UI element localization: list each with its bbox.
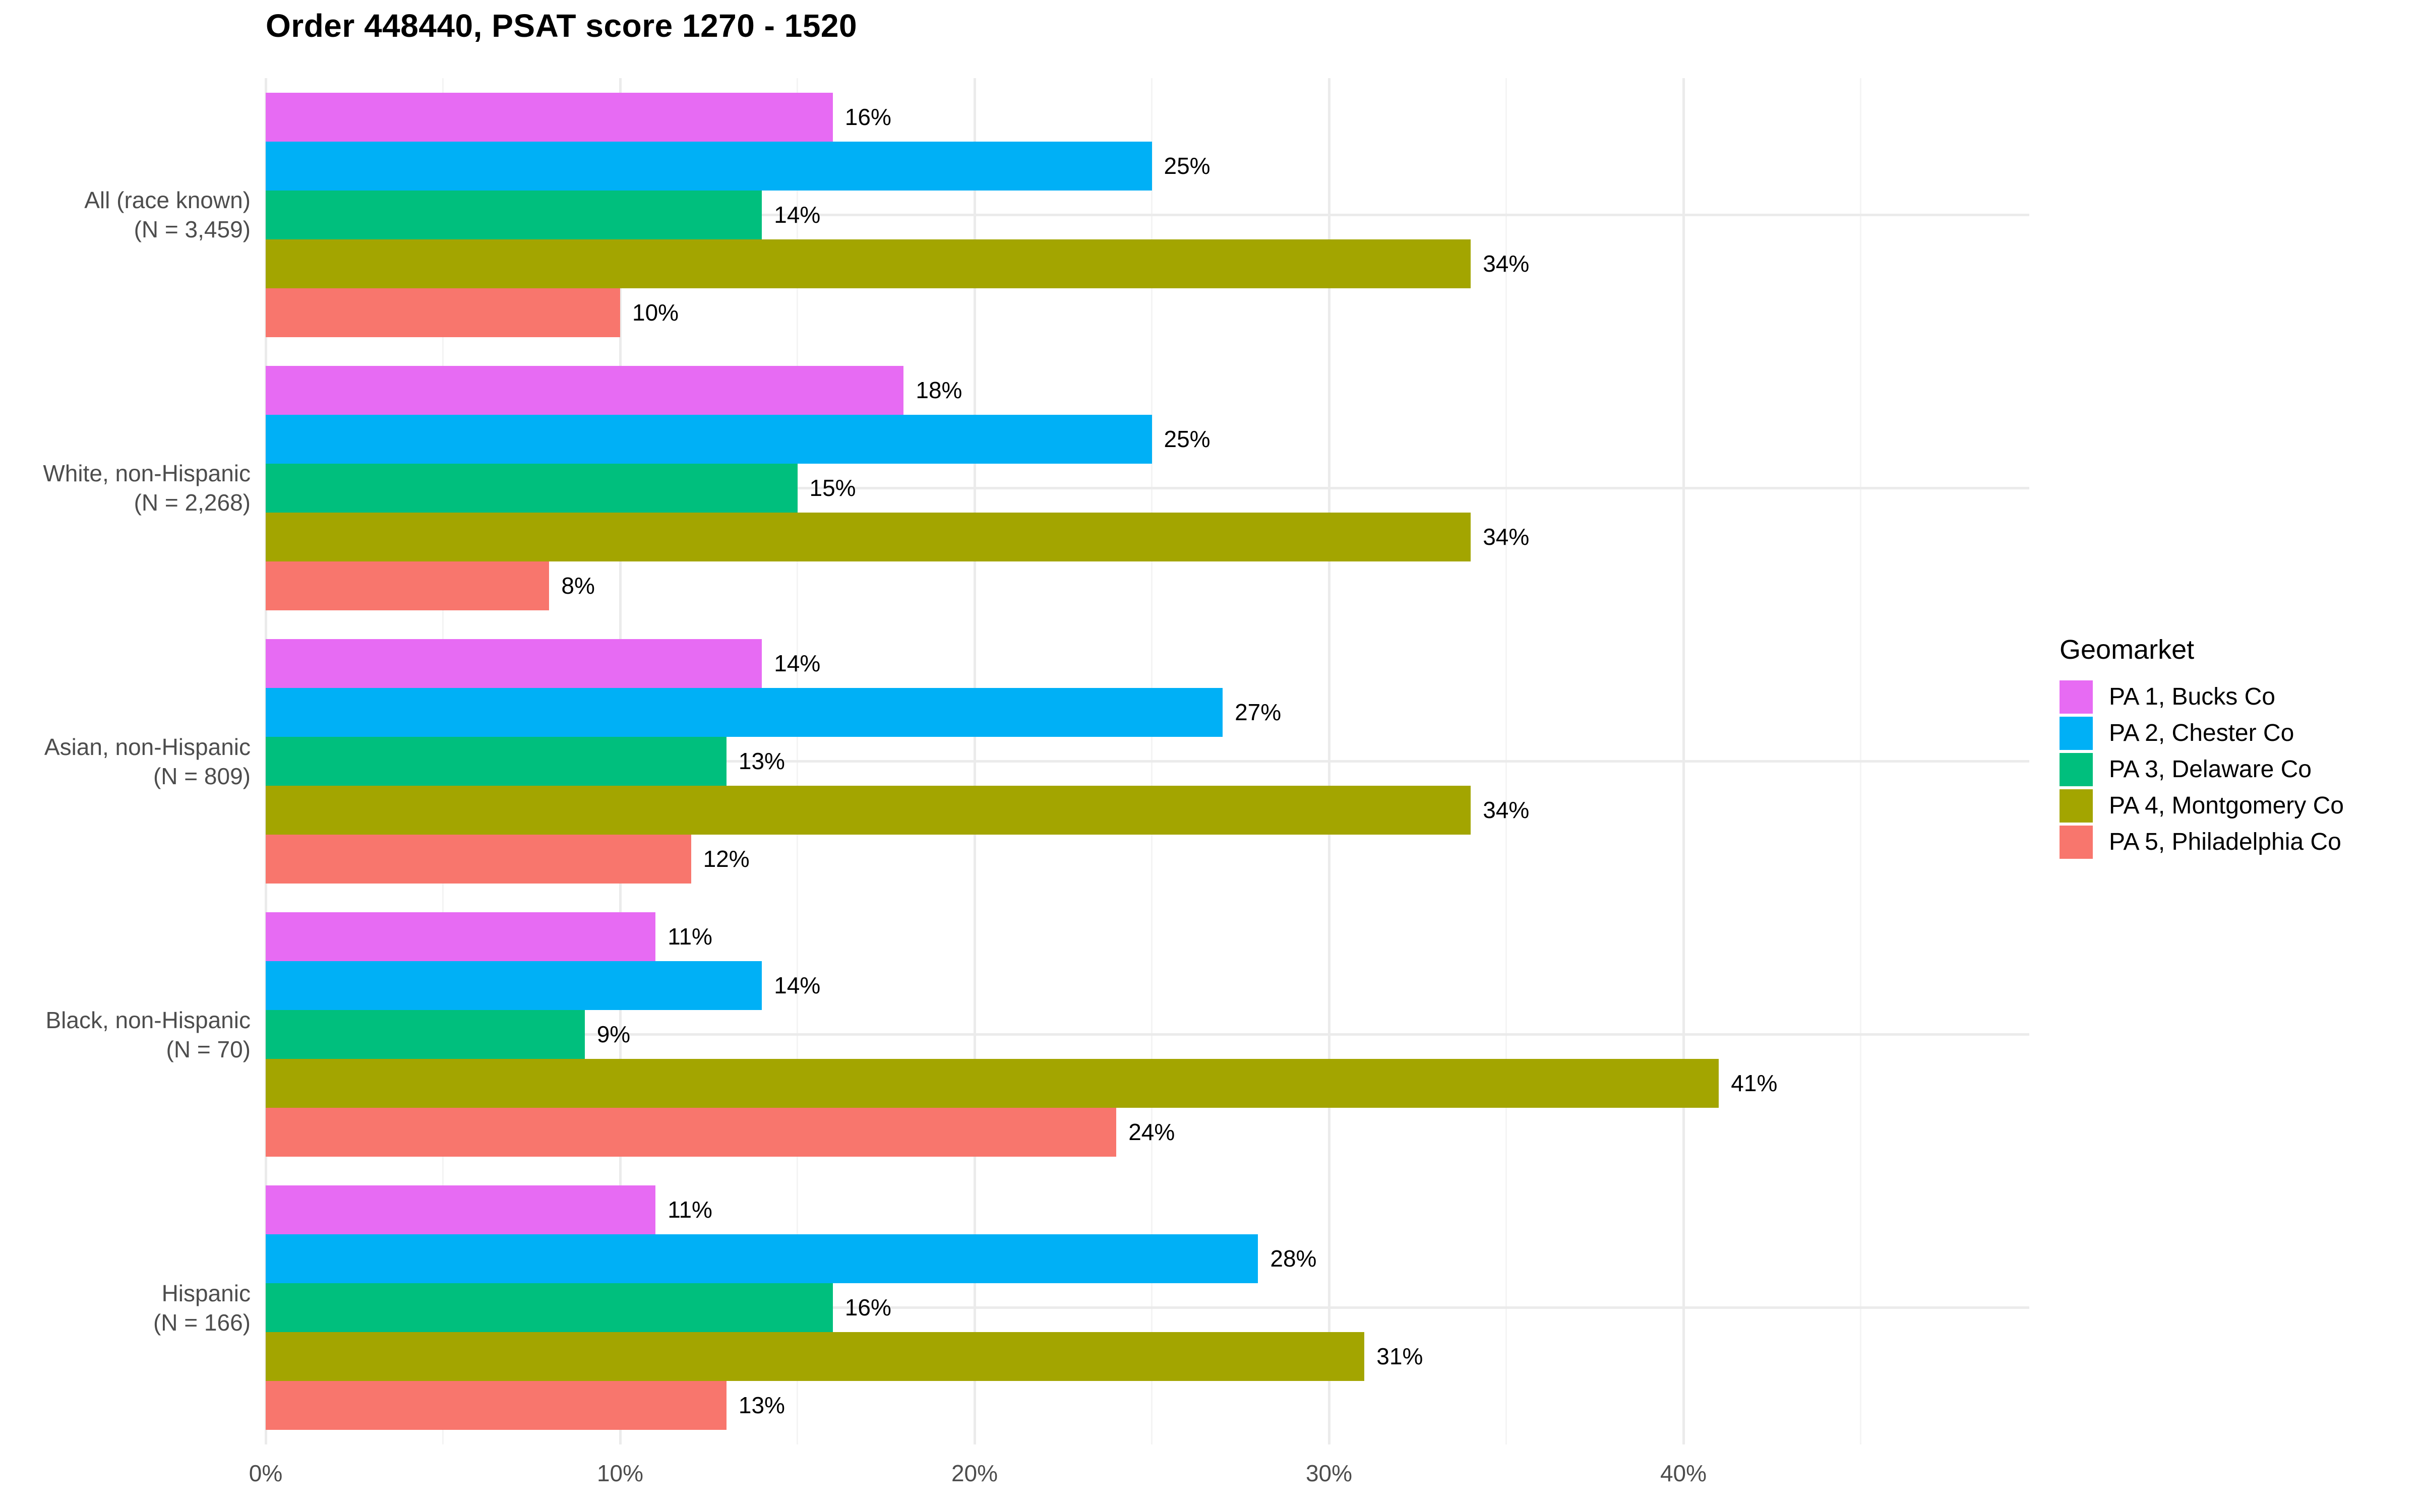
bar-pa-4-montgomery-co bbox=[266, 512, 1471, 561]
x-axis-tick-label: 20% bbox=[951, 1460, 998, 1486]
legend-item-label: PA 3, Delaware Co bbox=[2109, 756, 2312, 783]
bar-value-label: 16% bbox=[844, 1294, 891, 1321]
legend-item-label: PA 4, Montgomery Co bbox=[2109, 792, 2344, 819]
bar-value-label: 27% bbox=[1235, 699, 1282, 725]
y-axis-category-label: Asian, non-Hispanic (N = 809) bbox=[0, 732, 251, 791]
bar-pa-4-montgomery-co bbox=[266, 239, 1471, 288]
legend-swatch bbox=[2060, 826, 2093, 859]
bar-value-label: 14% bbox=[774, 201, 821, 228]
bar-value-label: 14% bbox=[774, 650, 821, 676]
bar-value-label: 18% bbox=[916, 376, 962, 403]
bar-value-label: 34% bbox=[1483, 797, 1530, 823]
bar-pa-5-philadelphia-co bbox=[266, 561, 550, 610]
legend-item: PA 1, Bucks Co bbox=[2060, 680, 2412, 714]
y-axis-category-label: Hispanic (N = 166) bbox=[0, 1279, 251, 1337]
bar-value-label: 13% bbox=[738, 1392, 785, 1419]
bar-value-label: 15% bbox=[809, 474, 856, 501]
bar-pa-3-delaware-co bbox=[266, 1010, 585, 1059]
legend-swatch bbox=[2060, 680, 2093, 714]
y-axis-label-line: (N = 809) bbox=[153, 763, 251, 789]
legend-item: PA 2, Chester Co bbox=[2060, 717, 2412, 750]
bar-pa-1-bucks-co bbox=[266, 912, 656, 962]
bar-pa-3-delaware-co bbox=[266, 463, 798, 513]
bar-pa-5-philadelphia-co bbox=[266, 835, 691, 884]
legend-swatch bbox=[2060, 789, 2093, 823]
bar-pa-1-bucks-co bbox=[266, 365, 904, 415]
y-axis-label-line: (N = 166) bbox=[153, 1309, 251, 1336]
y-axis-label-line: (N = 2,268) bbox=[134, 489, 251, 516]
y-axis-label-line: White, non-Hispanic bbox=[43, 460, 251, 487]
bar-value-label: 8% bbox=[561, 572, 595, 599]
x-axis-tick-label: 10% bbox=[596, 1460, 644, 1486]
bar-value-label: 13% bbox=[738, 748, 785, 774]
y-axis-label-line: Black, non-Hispanic bbox=[45, 1006, 251, 1033]
bar-value-label: 28% bbox=[1270, 1245, 1317, 1272]
bar-value-label: 10% bbox=[632, 299, 679, 326]
bar-value-label: 11% bbox=[668, 1196, 712, 1223]
bar-pa-4-montgomery-co bbox=[266, 1059, 1719, 1108]
bar-value-label: 25% bbox=[1164, 425, 1211, 452]
y-axis-label-line: (N = 3,459) bbox=[134, 216, 251, 243]
bar-pa-3-delaware-co bbox=[266, 190, 762, 239]
y-axis-category-label: Black, non-Hispanic (N = 70) bbox=[0, 1005, 251, 1064]
legend-item-label: PA 1, Bucks Co bbox=[2109, 683, 2275, 710]
bar-value-label: 14% bbox=[774, 972, 821, 999]
bar-value-label: 34% bbox=[1483, 523, 1530, 550]
bar-pa-3-delaware-co bbox=[266, 737, 727, 786]
bar-value-label: 25% bbox=[1164, 152, 1211, 179]
bar-value-label: 31% bbox=[1376, 1343, 1423, 1370]
legend-item-label: PA 2, Chester Co bbox=[2109, 720, 2294, 746]
bar-pa-5-philadelphia-co bbox=[266, 288, 620, 337]
y-axis-category-label: White, non-Hispanic (N = 2,268) bbox=[0, 459, 251, 517]
legend: Geomarket PA 1, Bucks Co PA 2, Chester Co… bbox=[2060, 634, 2412, 862]
gridline-major-horizontal bbox=[266, 1033, 2029, 1036]
legend-swatch bbox=[2060, 753, 2093, 786]
bar-value-label: 34% bbox=[1483, 250, 1530, 277]
bar-value-label: 11% bbox=[668, 923, 712, 950]
y-axis-label-line: (N = 70) bbox=[166, 1036, 251, 1062]
gridline-major-horizontal bbox=[266, 486, 2029, 489]
legend-item: PA 5, Philadelphia Co bbox=[2060, 826, 2412, 859]
legend-items: PA 1, Bucks Co PA 2, Chester Co PA 3, Dela… bbox=[2060, 680, 2412, 859]
x-axis-tick-label: 40% bbox=[1660, 1460, 1707, 1486]
gridline-major-horizontal bbox=[266, 760, 2029, 763]
legend-swatch bbox=[2060, 717, 2093, 750]
bar-value-label: 9% bbox=[596, 1021, 631, 1048]
bar-pa-2-chester-co bbox=[266, 141, 1152, 191]
x-axis-tick-label: 0% bbox=[249, 1460, 283, 1486]
bar-value-label: 16% bbox=[844, 103, 891, 130]
bar-pa-2-chester-co bbox=[266, 414, 1152, 464]
gridline-major-horizontal bbox=[266, 213, 2029, 216]
y-axis-label-line: Asian, non-Hispanic bbox=[44, 733, 251, 760]
bar-pa-1-bucks-co bbox=[266, 639, 762, 688]
bar-pa-1-bucks-co bbox=[266, 92, 833, 142]
bar-pa-2-chester-co bbox=[266, 1234, 1258, 1284]
bar-pa-4-montgomery-co bbox=[266, 786, 1471, 835]
bar-pa-2-chester-co bbox=[266, 961, 762, 1011]
legend-item: PA 3, Delaware Co bbox=[2060, 753, 2412, 786]
y-axis-label-line: All (race known) bbox=[84, 187, 251, 214]
bar-pa-3-delaware-co bbox=[266, 1283, 833, 1333]
y-axis-label-line: Hispanic bbox=[161, 1280, 251, 1306]
bar-pa-2-chester-co bbox=[266, 688, 1223, 737]
bar-pa-1-bucks-co bbox=[266, 1185, 656, 1235]
bar-value-label: 12% bbox=[703, 846, 750, 872]
y-axis-category-label: All (race known) (N = 3,459) bbox=[0, 185, 251, 244]
gridline-major-horizontal bbox=[266, 1306, 2029, 1309]
chart-title: Order 448440, PSAT score 1270 - 1520 bbox=[266, 8, 858, 44]
x-axis-tick-label: 30% bbox=[1305, 1460, 1353, 1486]
legend-item-label: PA 5, Philadelphia Co bbox=[2109, 829, 2341, 855]
legend-item: PA 4, Montgomery Co bbox=[2060, 789, 2412, 823]
bar-value-label: 41% bbox=[1731, 1070, 1778, 1097]
bar-pa-4-montgomery-co bbox=[266, 1332, 1365, 1381]
legend-title: Geomarket bbox=[2060, 635, 2195, 665]
bar-value-label: 24% bbox=[1128, 1119, 1175, 1146]
bar-pa-5-philadelphia-co bbox=[266, 1381, 727, 1430]
bar-pa-5-philadelphia-co bbox=[266, 1108, 1117, 1157]
